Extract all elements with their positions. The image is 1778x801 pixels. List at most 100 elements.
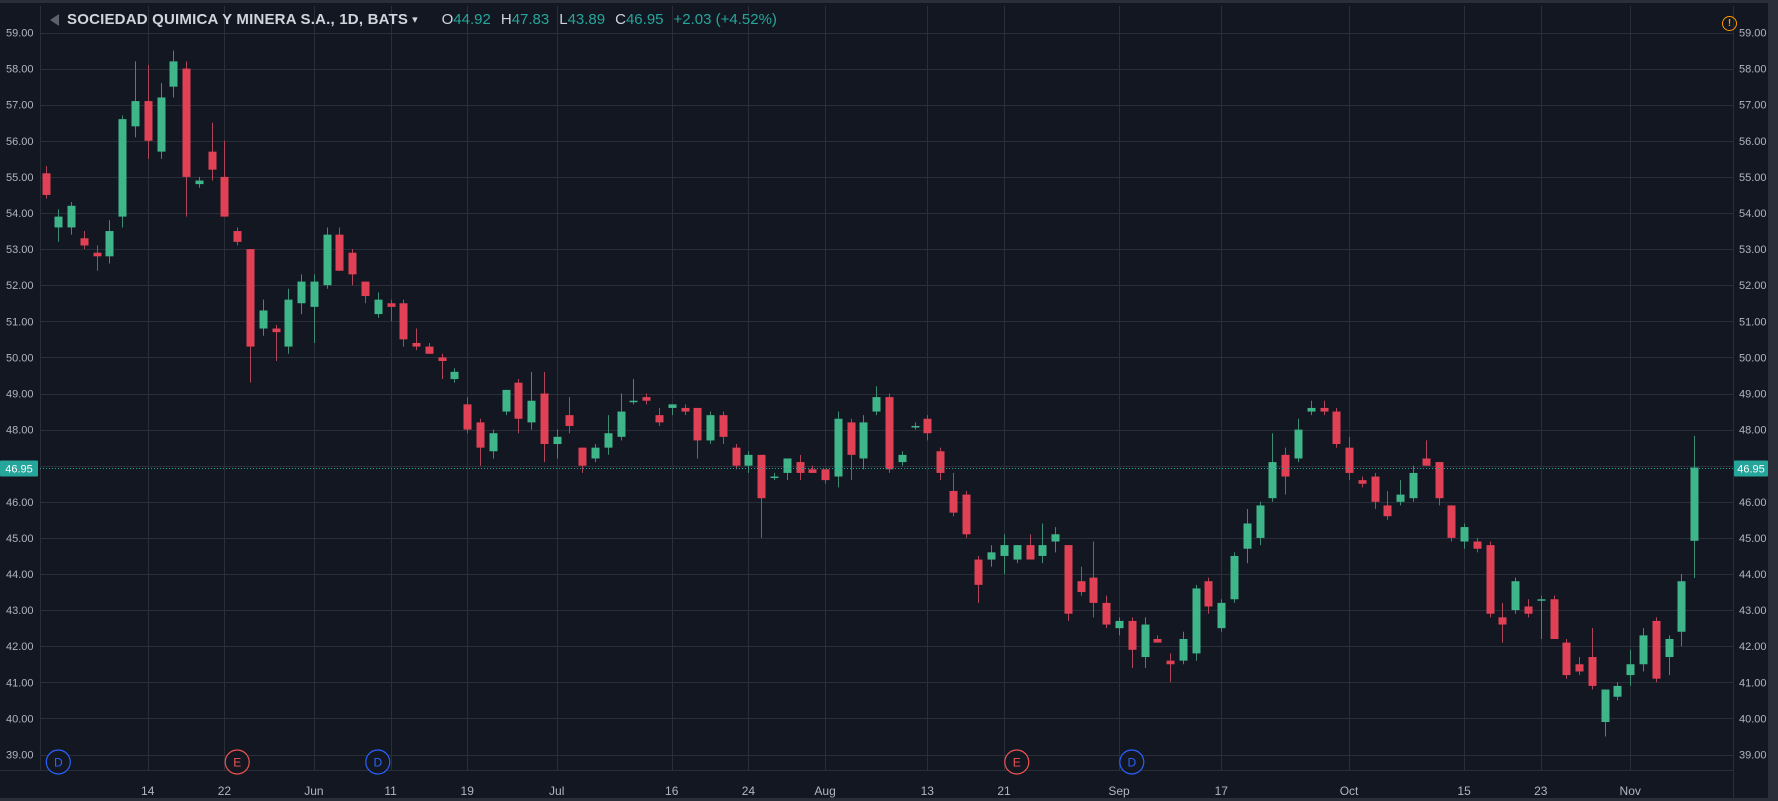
top-border xyxy=(0,0,1778,3)
candle-body xyxy=(157,97,166,152)
candle-body xyxy=(847,422,856,455)
dividend-marker[interactable] xyxy=(1119,749,1145,775)
candle-body xyxy=(1141,624,1150,658)
y-tick-label: 45.00 xyxy=(1739,533,1767,545)
candle-body xyxy=(195,180,204,185)
x-tick-label: Oct xyxy=(1340,784,1359,798)
dividend-marker[interactable] xyxy=(365,749,391,775)
candle-body xyxy=(118,119,127,217)
last-price-label-left: 46.95 xyxy=(5,464,33,476)
candle-body xyxy=(1498,617,1507,625)
candle-body xyxy=(1038,545,1047,556)
candle-body xyxy=(591,447,600,459)
candle-body xyxy=(1665,638,1674,658)
candle-body xyxy=(923,418,932,434)
earnings-marker[interactable] xyxy=(224,749,250,775)
candle-body xyxy=(1217,602,1226,629)
low-key: L xyxy=(559,11,568,28)
candle-body xyxy=(1396,494,1405,502)
candle-body xyxy=(1064,545,1073,614)
y-tick-label-left: 44.00 xyxy=(6,569,34,581)
candle-body xyxy=(668,404,677,408)
dividend-marker-label: D xyxy=(1127,756,1136,770)
candle-body xyxy=(604,433,613,448)
candle-body xyxy=(1626,664,1635,676)
y-tick-label-left: 57.00 xyxy=(6,100,34,112)
warning-icon[interactable]: ! xyxy=(1722,16,1737,31)
candle-body xyxy=(450,371,459,380)
candle-body xyxy=(1639,635,1648,665)
earnings-marker-label: E xyxy=(1013,756,1021,770)
candle-body xyxy=(169,61,178,87)
dividend-marker[interactable] xyxy=(45,749,71,775)
last-price-tag-left xyxy=(0,460,38,477)
candle-body xyxy=(1383,505,1392,517)
candle-body xyxy=(233,231,242,242)
y-tick-label: 52.00 xyxy=(1739,280,1767,292)
candle-body xyxy=(105,231,114,257)
candle-body xyxy=(67,205,76,228)
y-tick-label-left: 51.00 xyxy=(6,316,34,328)
collapse-legend-icon[interactable] xyxy=(50,13,59,26)
high-key: H xyxy=(500,11,512,28)
candle-body xyxy=(1613,685,1622,697)
candle-body xyxy=(681,407,690,412)
symbol-title[interactable]: SOCIEDAD QUIMICA Y MINERA S.A., 1D, BATS xyxy=(67,11,409,28)
candle-body xyxy=(1460,527,1469,542)
candle-body xyxy=(565,415,574,426)
candle-body xyxy=(1677,581,1686,632)
price-change: +2.03 (+4.52%) xyxy=(673,11,777,28)
candle-body xyxy=(1371,476,1380,502)
y-tick-label: 49.00 xyxy=(1739,389,1767,401)
y-tick-label: 42.00 xyxy=(1739,641,1767,653)
y-tick-label: 59.00 xyxy=(1739,28,1767,40)
candle-body xyxy=(1358,480,1367,484)
candle-body xyxy=(936,451,945,473)
y-tick-label-left: 49.00 xyxy=(6,389,34,401)
candle-body xyxy=(361,281,370,297)
candle-body xyxy=(348,252,357,275)
earnings-marker[interactable] xyxy=(1004,749,1030,775)
candle-body xyxy=(220,176,229,217)
candle-body xyxy=(898,454,907,463)
candle-body xyxy=(476,422,485,448)
candle-body xyxy=(553,436,562,445)
dividend-marker-label: D xyxy=(373,756,382,770)
y-tick-label-left: 46.00 xyxy=(6,497,34,509)
candle-body xyxy=(885,397,894,470)
candle-body xyxy=(1192,588,1201,654)
x-tick-label: 11 xyxy=(384,784,397,798)
chevron-down-icon[interactable]: ▾ xyxy=(412,14,418,26)
candle-body xyxy=(1115,620,1124,629)
candle-body xyxy=(425,346,434,354)
y-tick-label: 55.00 xyxy=(1739,172,1767,184)
x-tick-label: 17 xyxy=(1215,784,1229,798)
candle-body xyxy=(131,101,140,127)
candle-body xyxy=(1486,545,1495,614)
y-tick-label: 53.00 xyxy=(1739,244,1767,256)
y-tick-label-left: 40.00 xyxy=(6,713,34,725)
candle-body xyxy=(834,418,843,477)
y-tick-label-left: 45.00 xyxy=(6,533,34,545)
plot-area[interactable] xyxy=(40,6,1733,770)
candle-body xyxy=(719,415,728,437)
y-tick-label: 54.00 xyxy=(1739,208,1767,220)
candle-body xyxy=(859,422,868,459)
candle-body xyxy=(323,234,332,286)
candle-body xyxy=(54,216,63,228)
candle-body xyxy=(693,407,702,441)
candle-body xyxy=(706,415,715,441)
candle-body xyxy=(578,447,587,466)
candle-body xyxy=(1652,620,1661,679)
candle-body xyxy=(808,469,817,473)
y-tick-label-left: 42.00 xyxy=(6,641,34,653)
candle-body xyxy=(1409,472,1418,499)
y-tick-label-left: 55.00 xyxy=(6,172,34,184)
candle-body xyxy=(1588,657,1597,686)
y-tick-label-left: 41.00 xyxy=(6,677,34,689)
y-tick-label-left: 58.00 xyxy=(6,64,34,76)
x-tick-label: 24 xyxy=(742,784,756,798)
high-value: 47.83 xyxy=(511,11,550,28)
close-key: C xyxy=(615,11,626,28)
